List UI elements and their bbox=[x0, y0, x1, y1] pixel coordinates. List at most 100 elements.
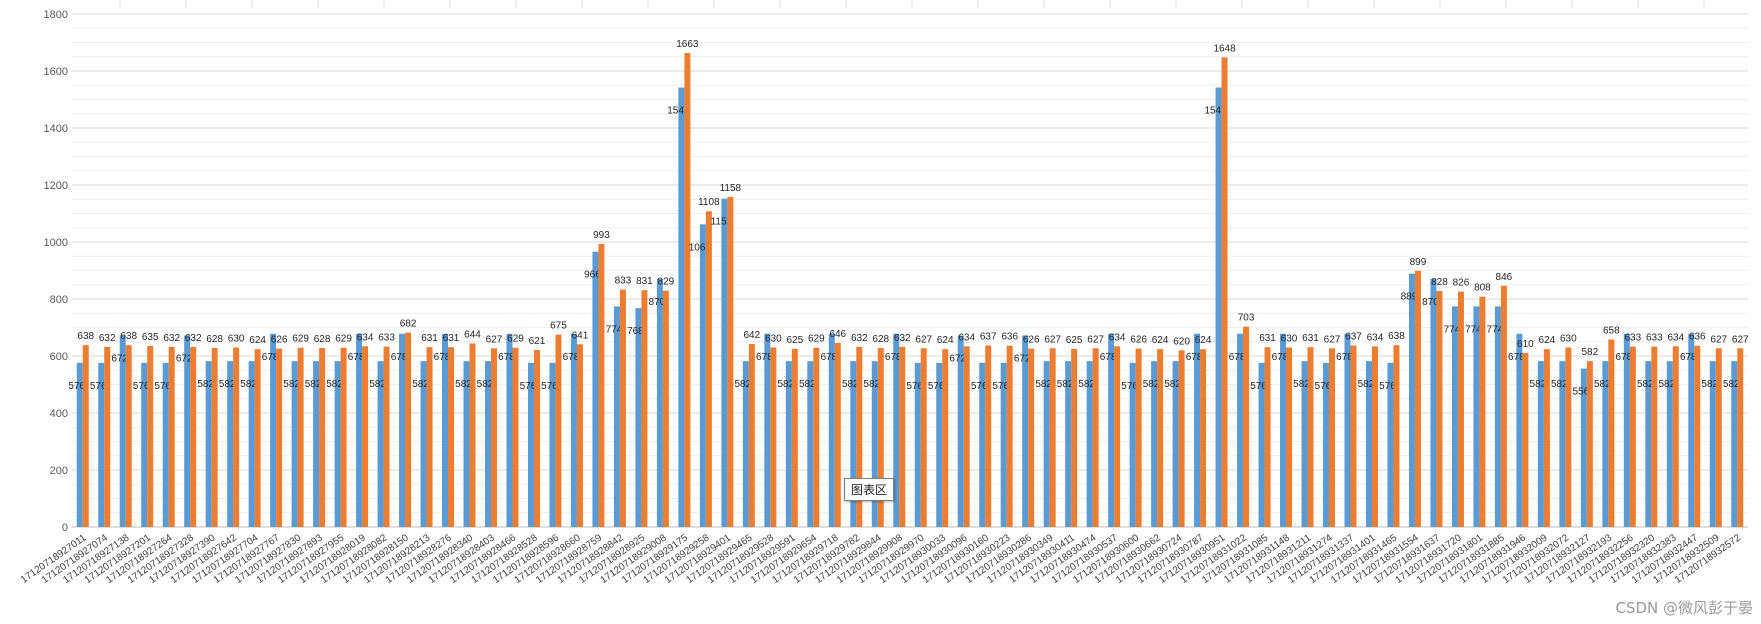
bar-series-1 bbox=[1172, 361, 1179, 527]
bar-series-1 bbox=[1086, 361, 1093, 527]
data-label-series-2: 637 bbox=[980, 331, 997, 342]
bar-series-2 bbox=[1329, 348, 1335, 527]
bar-series-1 bbox=[76, 362, 83, 527]
data-label-series-2: 638 bbox=[1388, 331, 1405, 342]
y-tick-label: 1000 bbox=[44, 237, 68, 249]
data-label-series-1: 576 bbox=[154, 381, 171, 392]
bar-series-1 bbox=[850, 361, 857, 527]
bar-series-1 bbox=[1129, 362, 1136, 527]
data-label-series-2: 993 bbox=[593, 230, 610, 241]
data-label-series-1: 582 bbox=[1723, 379, 1740, 390]
bar-series-1 bbox=[1602, 361, 1609, 527]
y-tick-label: 1400 bbox=[44, 123, 68, 135]
bar-series-2 bbox=[877, 348, 884, 527]
bar-series-2 bbox=[512, 347, 519, 527]
data-label-series-1: 678 bbox=[1336, 352, 1353, 363]
chart-area-tooltip: 图表区 bbox=[844, 478, 895, 501]
bar-series-2 bbox=[340, 347, 347, 527]
bar-series-2 bbox=[1737, 348, 1744, 527]
data-label-series-2: 627 bbox=[1044, 334, 1061, 345]
bar-series-1 bbox=[570, 333, 577, 527]
data-label-series-1: 582 bbox=[1293, 379, 1310, 390]
bar-series-2 bbox=[276, 348, 283, 527]
data-label-series-1: 582 bbox=[1530, 379, 1547, 390]
bar-series-2 bbox=[125, 345, 132, 527]
data-label-series-1: 678 bbox=[563, 352, 580, 363]
bar-series-2 bbox=[533, 350, 540, 527]
bar-series-2 bbox=[405, 332, 412, 527]
bar-series-1 bbox=[1666, 361, 1673, 527]
bar-series-1 bbox=[141, 362, 148, 527]
bar-series-2 bbox=[1371, 346, 1378, 527]
bar-series-2 bbox=[1049, 348, 1056, 527]
bar-series-1 bbox=[119, 335, 126, 527]
data-label-series-1: 582 bbox=[1035, 379, 1052, 390]
bar-series-1 bbox=[828, 333, 835, 527]
data-label-series-1: 678 bbox=[391, 352, 408, 363]
bar-series-2 bbox=[491, 348, 497, 527]
bar-series-2 bbox=[748, 344, 755, 527]
bar-series-2 bbox=[791, 348, 798, 527]
data-label-series-1: 582 bbox=[455, 379, 472, 390]
data-label-series-2: 846 bbox=[1496, 272, 1513, 283]
data-label-series-1: 582 bbox=[240, 379, 257, 390]
bar-series-2 bbox=[1071, 348, 1078, 527]
data-label-series-2: 626 bbox=[271, 335, 288, 346]
data-label-series-1: 582 bbox=[1701, 379, 1718, 390]
bar-series-1 bbox=[1215, 87, 1222, 527]
data-label-series-2: 828 bbox=[1431, 277, 1448, 288]
data-label-series-1: 774 bbox=[606, 324, 623, 335]
bar-series-2 bbox=[426, 347, 433, 527]
bar-series-2 bbox=[319, 348, 326, 527]
data-label-series-1: 678 bbox=[434, 352, 451, 363]
bar-series-1 bbox=[184, 335, 191, 527]
watermark: CSDN @微风彭于晏 bbox=[1615, 599, 1753, 617]
bar-series-2 bbox=[1243, 326, 1250, 527]
data-label-series-2: 644 bbox=[464, 329, 481, 340]
bar-series-1 bbox=[957, 335, 964, 527]
bar-series-2 bbox=[1286, 347, 1293, 527]
bar-series-2 bbox=[1135, 348, 1142, 527]
bar-series-2 bbox=[1651, 346, 1658, 527]
data-label-series-1: 576 bbox=[520, 381, 537, 392]
data-label-series-1: 1152 bbox=[711, 217, 733, 228]
data-label-series-2: 634 bbox=[1367, 332, 1384, 343]
bar-series-1 bbox=[1065, 361, 1072, 527]
data-label-series-1: 582 bbox=[1637, 379, 1654, 390]
bar-series-2 bbox=[598, 243, 605, 527]
bar-series-2 bbox=[1565, 347, 1572, 527]
bar-series-2 bbox=[1457, 291, 1464, 527]
bar-series-1 bbox=[1280, 333, 1287, 527]
data-label-series-2: 641 bbox=[572, 330, 589, 341]
data-label-series-1: 678 bbox=[498, 352, 515, 363]
data-label-series-2: 582 bbox=[1582, 347, 1599, 358]
bar-series-2 bbox=[1393, 345, 1400, 527]
data-label-series-1: 582 bbox=[1057, 379, 1074, 390]
data-label-series-2: 627 bbox=[1324, 334, 1341, 345]
bar-series-2 bbox=[82, 345, 89, 527]
data-label-series-1: 576 bbox=[1315, 381, 1332, 392]
bar-series-2 bbox=[1092, 348, 1099, 527]
bar-series-1 bbox=[764, 333, 771, 527]
bar-series-2 bbox=[942, 349, 949, 527]
bar-series-2 bbox=[362, 346, 369, 527]
bar-series-2 bbox=[705, 211, 712, 527]
data-label-series-1: 889 bbox=[1401, 292, 1418, 303]
bar-series-2 bbox=[1414, 270, 1421, 527]
data-label-series-2: 634 bbox=[958, 332, 975, 343]
data-label-series-1: 582 bbox=[735, 379, 752, 390]
data-label-series-1: 678 bbox=[1680, 352, 1697, 363]
data-label-series-1: 966 bbox=[584, 270, 601, 281]
data-label-series-2: 632 bbox=[163, 333, 180, 344]
data-label-series-2: 658 bbox=[1603, 325, 1620, 336]
data-label-series-1: 672 bbox=[949, 353, 966, 364]
data-label-series-2: 629 bbox=[292, 334, 309, 345]
data-label-series-1: 582 bbox=[842, 379, 859, 390]
data-label-series-1: 870 bbox=[649, 297, 666, 308]
bar-series-1 bbox=[1430, 279, 1437, 527]
bar-series-1 bbox=[313, 361, 320, 527]
data-label-series-2: 637 bbox=[1345, 331, 1362, 342]
data-label-series-2: 638 bbox=[120, 331, 137, 342]
bar-series-1 bbox=[613, 306, 620, 527]
data-label-series-1: 582 bbox=[1658, 379, 1675, 390]
